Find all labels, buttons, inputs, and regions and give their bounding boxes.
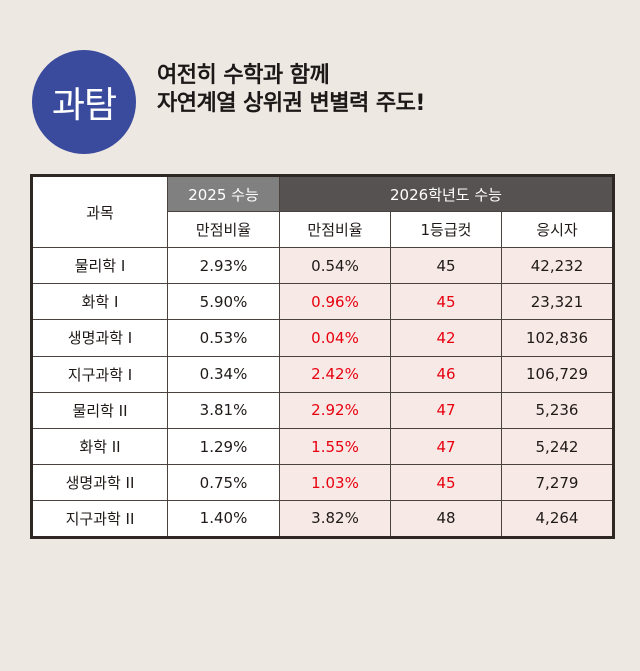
- grade1-cut-cell: 48: [390, 500, 502, 538]
- grade1-cut-cell: 47: [390, 427, 502, 466]
- perfect-ratio-2025-cell: 0.75%: [167, 464, 280, 502]
- perfect-ratio-2025-cell: 5.90%: [167, 283, 280, 321]
- headline: 여전히 수학과 함께 자연계열 상위권 변별력 주도!: [157, 62, 425, 118]
- perfect-ratio-2026-cell: 2.42%: [279, 355, 391, 393]
- takers-cell: 102,836: [501, 319, 614, 357]
- group-header-2026: 2026학년도 수능: [279, 175, 614, 212]
- takers-cell: 4,264: [501, 500, 614, 538]
- grade1-cut-cell: 45: [390, 283, 502, 321]
- table-row: 생명과학 I 0.53% 0.04% 42 102,836: [31, 319, 614, 357]
- perfect-ratio-2026-cell: 2.92%: [279, 391, 391, 429]
- perfect-ratio-2026-cell: 1.55%: [279, 427, 391, 466]
- table-row: 생명과학 II 0.75% 1.03% 45 7,279: [31, 464, 614, 502]
- category-badge: 과탐: [32, 50, 136, 154]
- science-exam-stats-table: 과목 2025 수능 2026학년도 수능 만점비율 만점비율 1등급컷 응시자…: [30, 174, 615, 539]
- takers-cell: 42,232: [501, 246, 614, 285]
- table-body: 물리학 I 2.93% 0.54% 45 42,232 화학 I 5.90% 0.96% 45 2…: [31, 246, 614, 538]
- subject-cell: 생명과학 I: [31, 319, 168, 357]
- perfect-ratio-2026-cell: 3.82%: [279, 500, 391, 538]
- grade1-cut-cell: 47: [390, 391, 502, 429]
- perfect-ratio-2025-cell: 1.40%: [167, 500, 280, 538]
- subject-cell: 지구과학 I: [31, 355, 168, 393]
- header-row-columns: 만점비율 만점비율 1등급컷 응시자: [32, 211, 614, 248]
- grade1-cut-cell: 42: [390, 319, 502, 357]
- headline-line-1: 여전히 수학과 함께: [157, 63, 330, 88]
- column-header-perfect-2026: 만점비율: [279, 211, 391, 248]
- takers-cell: 5,236: [501, 391, 614, 429]
- headline-line-2: 자연계열 상위권 변별력 주도!: [157, 91, 425, 116]
- perfect-ratio-2025-cell: 1.29%: [167, 427, 280, 466]
- table-row: 지구과학 I 0.34% 2.42% 46 106,729: [31, 355, 614, 393]
- takers-cell: 5,242: [501, 427, 614, 466]
- perfect-ratio-2025-cell: 2.93%: [167, 246, 280, 285]
- group-header-2025: 2025 수능: [167, 175, 280, 212]
- column-header-takers: 응시자: [501, 211, 614, 248]
- table-row: 화학 I 5.90% 0.96% 45 23,321: [31, 283, 614, 321]
- perfect-ratio-2025-cell: 0.34%: [167, 355, 280, 393]
- subject-cell: 물리학 II: [31, 391, 168, 429]
- perfect-ratio-2026-cell: 1.03%: [279, 464, 391, 502]
- perfect-ratio-2026-cell: 0.96%: [279, 283, 391, 321]
- grade1-cut-cell: 45: [390, 246, 502, 285]
- column-header-grade1-cut: 1등급컷: [390, 211, 502, 248]
- takers-cell: 106,729: [501, 355, 614, 393]
- takers-cell: 23,321: [501, 283, 614, 321]
- subject-cell: 지구과학 II: [31, 500, 168, 538]
- header-row-groups: 과목 2025 수능 2026학년도 수능: [31, 175, 614, 248]
- table-row: 화학 II 1.29% 1.55% 47 5,242: [31, 427, 614, 466]
- table-row: 지구과학 II 1.40% 3.82% 48 4,264: [31, 500, 614, 538]
- perfect-ratio-2025-cell: 0.53%: [167, 319, 280, 357]
- table-row: 물리학 I 2.93% 0.54% 45 42,232: [31, 246, 614, 285]
- perfect-ratio-2026-cell: 0.04%: [279, 319, 391, 357]
- takers-cell: 7,279: [501, 464, 614, 502]
- grade1-cut-cell: 45: [390, 464, 502, 502]
- subject-cell: 화학 I: [31, 283, 168, 321]
- perfect-ratio-2026-cell: 0.54%: [279, 246, 391, 285]
- column-header-perfect-2025: 만점비율: [167, 211, 280, 248]
- perfect-ratio-2025-cell: 3.81%: [167, 391, 280, 429]
- category-badge-label: 과탐: [51, 85, 117, 126]
- subject-column-header: 과목: [31, 175, 168, 248]
- subject-cell: 화학 II: [31, 427, 168, 466]
- subject-cell: 물리학 I: [31, 246, 168, 285]
- table-row: 물리학 II 3.81% 2.92% 47 5,236: [31, 391, 614, 429]
- grade1-cut-cell: 46: [390, 355, 502, 393]
- subject-cell: 생명과학 II: [31, 464, 168, 502]
